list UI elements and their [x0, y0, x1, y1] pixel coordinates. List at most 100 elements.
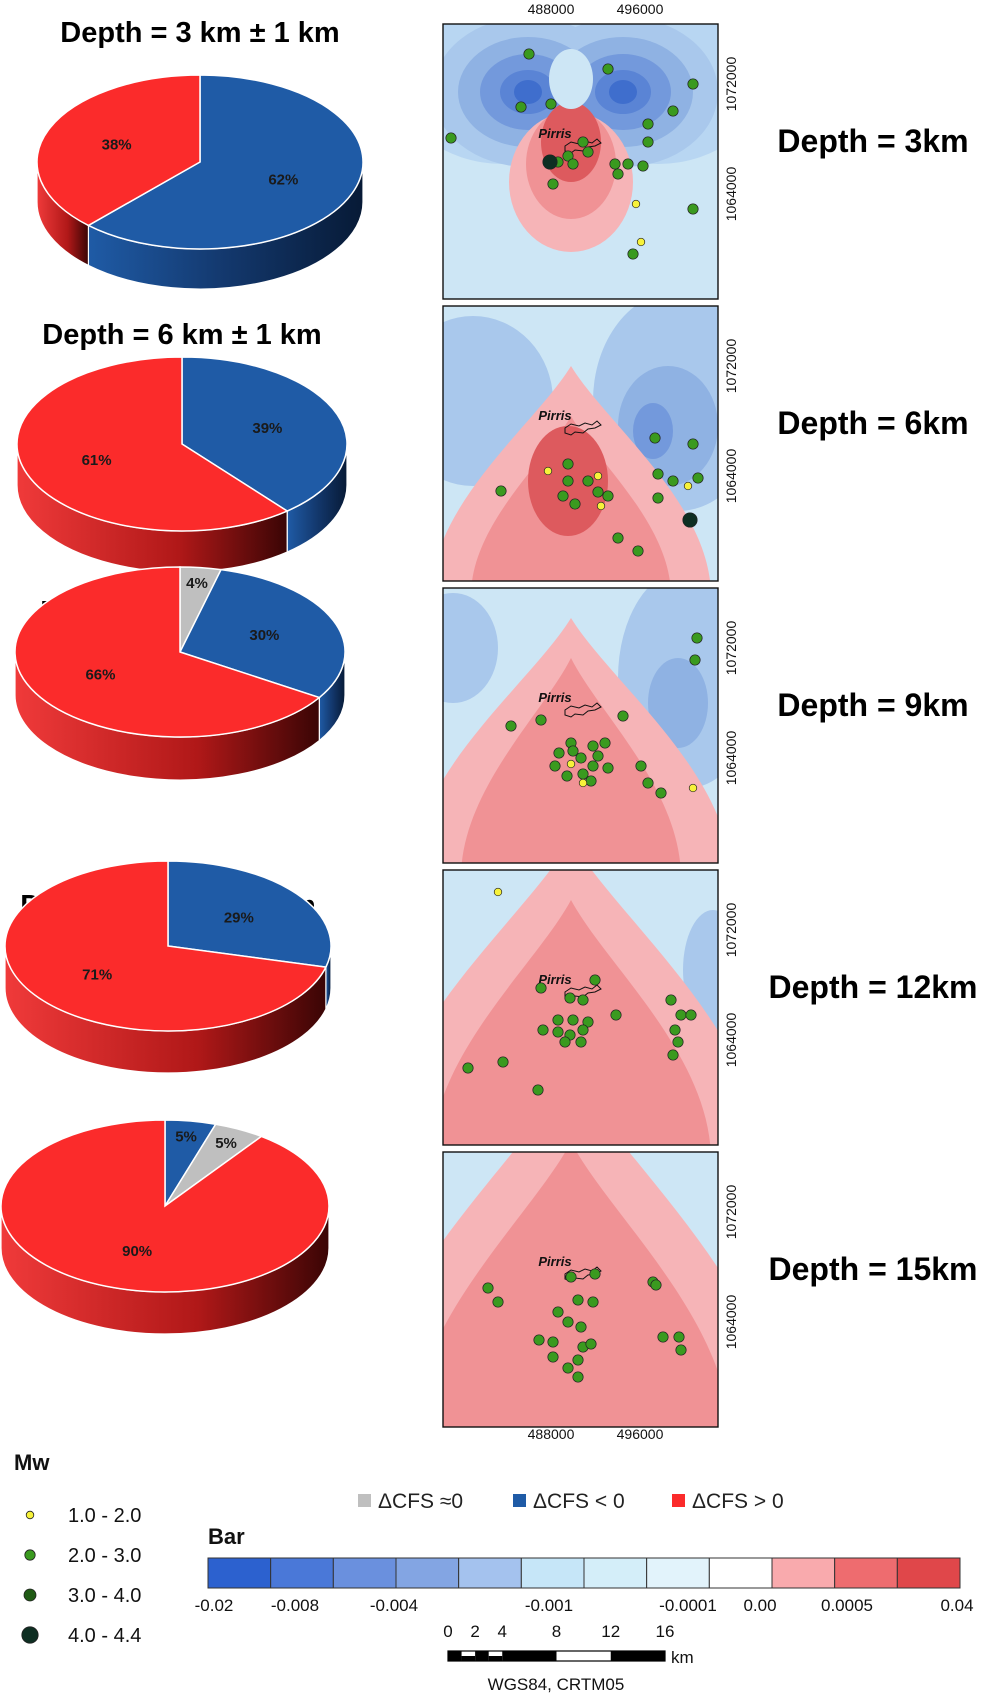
stress-map-4: Pirris 1072000 1064000 Depth = 12km	[442, 869, 977, 1146]
earthquake-marker	[537, 1024, 549, 1036]
stress-maps: Pirris 1072000 1064000 Depth = 3km Pirris 107…	[442, 1, 977, 1442]
earthquake-marker	[687, 438, 699, 450]
pie-slice-positive	[4, 860, 328, 1032]
earthquake-marker	[547, 1351, 559, 1363]
pie-charts: Depth = 3 km ± 1 km 62% 38% Depth = 6 km ± …	[0, 17, 364, 1335]
earthquake-marker	[652, 492, 664, 504]
map-x-tick-label: 496000	[617, 1426, 664, 1442]
earthquake-marker	[561, 770, 573, 782]
pie-slice-negative	[178, 568, 346, 699]
earthquake-marker	[497, 1056, 509, 1068]
colorbar-tick-label: -0.02	[195, 1596, 234, 1615]
earthquake-marker	[682, 512, 698, 528]
earthquake-marker	[642, 118, 654, 130]
pie-chart-2: Depth = 6 km ± 1 km 39% 61%	[16, 319, 348, 573]
earthquake-marker	[567, 745, 579, 757]
neutral-band	[549, 49, 593, 109]
mw-legend-label: 3.0 - 4.0	[68, 1585, 141, 1607]
map-y-tick-label: 1072000	[723, 903, 739, 958]
map-frame	[442, 587, 719, 864]
pie-slice-positive	[14, 566, 321, 738]
earthquake-marker	[495, 485, 507, 497]
earthquake-marker	[577, 994, 589, 1006]
pie-label: 71%	[82, 967, 112, 984]
map-y-tick-label: 1072000	[723, 621, 739, 676]
colorbar-tick-label: 0.00	[743, 1596, 776, 1615]
earthquake-marker	[533, 1334, 545, 1346]
scale-bar-segment	[610, 1651, 665, 1661]
earthquake-marker	[532, 1084, 544, 1096]
map-frame	[442, 869, 719, 1146]
map-x-tick-label: 488000	[528, 1, 575, 17]
scale-tick-label: 8	[552, 1622, 561, 1641]
cfs-legend-swatch	[672, 1494, 685, 1507]
earthquake-marker	[545, 98, 557, 110]
colorbar-title: Bar	[208, 1524, 245, 1549]
pie-label: 66%	[85, 667, 115, 684]
earthquake-marker	[572, 1371, 584, 1383]
mw-legend-marker	[21, 1626, 39, 1644]
earthquake-marker	[562, 150, 574, 162]
scale-tick-label: 4	[498, 1622, 507, 1641]
colorbar-segment	[896, 1557, 961, 1589]
earthquake-marker	[642, 777, 654, 789]
earthquake-marker	[602, 490, 614, 502]
earthquake-marker	[650, 1279, 662, 1291]
colorbar-segment	[646, 1557, 710, 1589]
map-y-tick-label: 1064000	[723, 1295, 739, 1350]
pie-label: 30%	[249, 627, 279, 644]
earthquake-marker	[589, 1268, 601, 1280]
scale-tick-label: 2	[470, 1622, 479, 1641]
earthquake-marker	[549, 760, 561, 772]
colorbar-tick-label: -0.001	[525, 1596, 573, 1615]
pie-chart-3: Depth = 9 km ± 1 km4%30%66%	[14, 566, 346, 781]
reservoir-label: Pirris	[538, 690, 571, 705]
cfs-legend-label: ΔCFS ≈0	[378, 1490, 463, 1513]
negative-contour	[443, 593, 498, 703]
earthquake-marker	[627, 248, 639, 260]
earthquake-marker	[587, 1296, 599, 1308]
colorbar-tick-label: -0.0001	[659, 1596, 717, 1615]
earthquake-marker	[547, 178, 559, 190]
earthquake-marker	[552, 1026, 564, 1038]
earthquake-marker	[632, 545, 644, 557]
pie-label: 5%	[215, 1135, 237, 1152]
colorbar-tick-label: -0.008	[271, 1596, 319, 1615]
scale-bar-segment	[448, 1651, 462, 1661]
earthquake-marker	[692, 472, 704, 484]
earthquake-marker	[602, 762, 614, 774]
pie-label: 29%	[224, 909, 254, 926]
earthquake-marker	[567, 1014, 579, 1026]
pie-chart-1: Depth = 3 km ± 1 km 62% 38%	[36, 17, 364, 290]
earthquake-marker	[572, 1354, 584, 1366]
earthquake-marker	[557, 490, 569, 502]
earthquake-marker	[649, 432, 661, 444]
earthquake-marker	[672, 1036, 684, 1048]
earthquake-marker	[593, 471, 603, 481]
earthquake-marker	[569, 498, 581, 510]
stress-map-3: Pirris 1072000 1064000 Depth = 9km	[442, 587, 969, 864]
cfs-legend-label: ΔCFS < 0	[533, 1490, 625, 1513]
earthquake-marker	[657, 1331, 669, 1343]
map-x-tick-label: 496000	[617, 1, 664, 17]
mw-legend-title: Mw	[14, 1450, 50, 1475]
earthquake-marker	[535, 982, 547, 994]
cfs-legend-swatch	[513, 1494, 526, 1507]
map-title: Depth = 3km	[777, 123, 968, 159]
earthquake-marker	[617, 710, 629, 722]
earthquake-marker	[515, 101, 527, 113]
earthquake-marker	[523, 48, 535, 60]
earthquake-marker	[575, 1321, 587, 1333]
pie-slice-negative	[86, 74, 364, 250]
map-y-tick-label: 1072000	[723, 339, 739, 394]
scale-tick-label: 16	[656, 1622, 675, 1641]
mw-legend: Mw 1.0 - 2.0 2.0 - 3.0 3.0 - 4.0 4.0 - 4.4	[14, 1450, 141, 1647]
map-frame	[442, 305, 719, 582]
map-y-tick-label: 1064000	[723, 449, 739, 504]
colorbar-segment	[458, 1557, 522, 1589]
earthquake-marker	[599, 737, 611, 749]
scale-bar-segment	[502, 1651, 557, 1661]
earthquake-marker	[667, 475, 679, 487]
earthquake-marker	[667, 105, 679, 117]
negative-contour	[648, 658, 708, 748]
